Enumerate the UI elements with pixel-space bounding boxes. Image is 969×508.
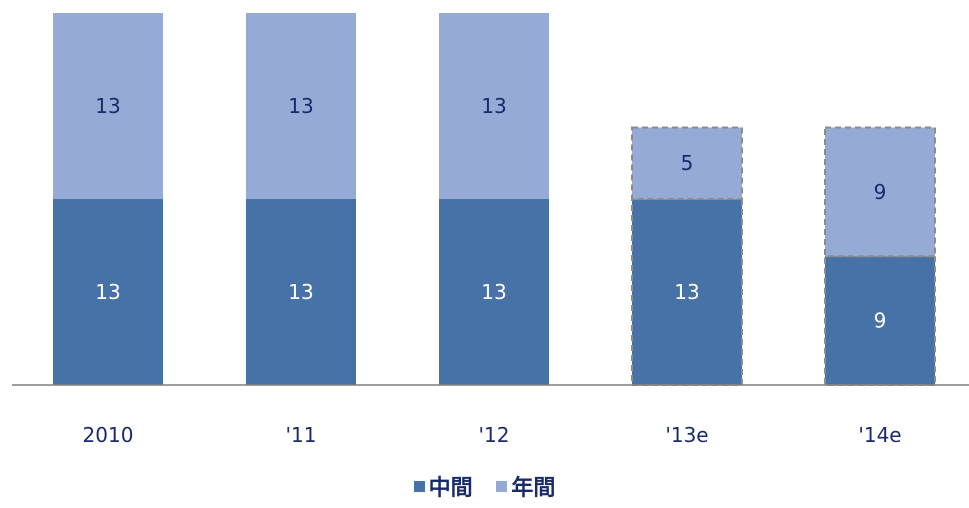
- bar-series-1-1: [53, 199, 163, 385]
- bar-series-2-5: [824, 126, 936, 258]
- bar-series-1-5: [824, 255, 936, 386]
- bar-series-2-4: [631, 126, 743, 200]
- bar-series-2-2: [246, 13, 356, 199]
- x-tick-label-1: 2010: [83, 423, 134, 447]
- value-labels-group: 13 13 13 13 13 13 13 5 9 9: [95, 94, 886, 333]
- legend-item-series-1: 中間: [413, 470, 473, 502]
- legend-item-series-2: 年間: [496, 470, 555, 502]
- x-tick-label-4: '13e: [665, 423, 708, 447]
- data-label-series-2-4: 5: [681, 151, 694, 175]
- data-label-series-2-5: 9: [874, 180, 887, 204]
- data-label-series-1-2: 13: [288, 280, 313, 304]
- x-tick-label-3: '12: [479, 423, 510, 447]
- legend-swatch-series-2: [496, 480, 508, 492]
- legend-label-series-1: 中間: [428, 476, 473, 501]
- data-label-series-1-1: 13: [95, 280, 120, 304]
- bar-series-2-3: [439, 13, 549, 199]
- x-tick-label-5: '14e: [858, 423, 901, 447]
- legend-label-series-2: 年間: [511, 476, 556, 501]
- data-label-series-1-5: 9: [874, 309, 887, 333]
- data-label-series-2-3: 13: [481, 94, 506, 118]
- x-tick-label-2: '11: [286, 423, 317, 447]
- legend: 中間 年間: [0, 470, 969, 502]
- data-label-series-2-2: 13: [288, 94, 313, 118]
- data-label-series-1-3: 13: [481, 280, 506, 304]
- data-label-series-2-1: 13: [95, 94, 120, 118]
- bar-series-1-3: [439, 199, 549, 385]
- x-tick-labels-group: 2010 '11 '12 '13e '14e: [83, 423, 902, 447]
- stacked-bar-chart: 13 13 13 13 13 13 13 5 9 9 2010 '11 '12 '13e '14e: [12, 13, 969, 447]
- bar-series-2-1: [53, 13, 163, 199]
- data-label-series-1-4: 13: [674, 280, 699, 304]
- bars-group: [53, 13, 936, 386]
- legend-swatch-series-1: [413, 480, 425, 492]
- bar-series-1-2: [246, 199, 356, 385]
